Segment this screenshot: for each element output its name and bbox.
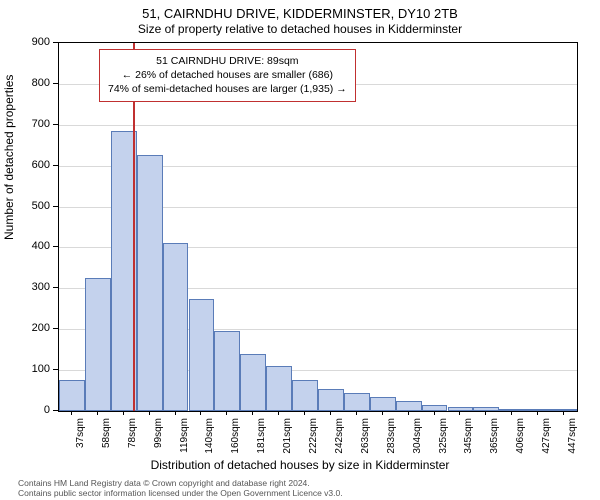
xtick-label: 304sqm	[412, 418, 423, 458]
xtick-label: 263sqm	[360, 418, 371, 458]
bar	[137, 155, 163, 411]
xtick-label: 242sqm	[334, 418, 345, 458]
annotation-line1: 51 CAIRNDHU DRIVE: 89sqm	[108, 54, 347, 68]
bar	[344, 393, 370, 411]
bar	[214, 331, 240, 411]
xtick-label: 345sqm	[463, 418, 474, 458]
xtick-label: 427sqm	[541, 418, 552, 458]
xtick-label: 181sqm	[256, 418, 267, 458]
ytick-label: 400	[0, 240, 50, 252]
ytick-label: 900	[0, 36, 50, 48]
xtick-label: 160sqm	[230, 418, 241, 458]
bar	[163, 243, 189, 411]
chart-title-main: 51, CAIRNDHU DRIVE, KIDDERMINSTER, DY10 …	[0, 6, 600, 21]
ytick-label: 300	[0, 281, 50, 293]
bar	[189, 299, 215, 411]
bar	[448, 407, 474, 411]
ytick-label: 200	[0, 322, 50, 334]
ytick-label: 800	[0, 77, 50, 89]
ytick-label: 500	[0, 200, 50, 212]
xtick-label: 37sqm	[75, 418, 86, 458]
xtick-label: 140sqm	[204, 418, 215, 458]
bar	[59, 380, 85, 411]
bar	[318, 389, 344, 411]
ytick-label: 600	[0, 159, 50, 171]
bar	[266, 366, 292, 411]
xtick-label: 283sqm	[386, 418, 397, 458]
ytick-label: 700	[0, 118, 50, 130]
xtick-label: 447sqm	[567, 418, 578, 458]
ytick-label: 100	[0, 363, 50, 375]
annotation-line2: ← 26% of detached houses are smaller (68…	[108, 68, 347, 82]
x-axis-label: Distribution of detached houses by size …	[0, 458, 600, 472]
gridline	[59, 125, 577, 126]
xtick-label: 78sqm	[127, 418, 138, 458]
chart-container: 51, CAIRNDHU DRIVE, KIDDERMINSTER, DY10 …	[0, 0, 600, 500]
xtick-label: 406sqm	[515, 418, 526, 458]
xtick-label: 99sqm	[153, 418, 164, 458]
bar	[525, 409, 551, 411]
ytick-label: 0	[0, 404, 50, 416]
bar	[370, 397, 396, 411]
xtick-label: 365sqm	[489, 418, 500, 458]
bar	[292, 380, 318, 411]
bar	[473, 407, 499, 411]
xtick-label: 201sqm	[282, 418, 293, 458]
y-axis-label: Number of detached properties	[2, 75, 16, 240]
xtick-label: 222sqm	[308, 418, 319, 458]
annotation-line3: 74% of semi-detached houses are larger (…	[108, 82, 347, 96]
bar	[85, 278, 111, 411]
footer-line2: Contains public sector information licen…	[18, 488, 600, 498]
bar	[422, 405, 448, 411]
bar	[499, 409, 525, 411]
xtick-label: 119sqm	[179, 418, 190, 458]
bar	[240, 354, 266, 411]
bar	[551, 409, 577, 411]
footer: Contains HM Land Registry data © Crown c…	[0, 478, 600, 498]
footer-line1: Contains HM Land Registry data © Crown c…	[18, 478, 600, 488]
xtick-label: 325sqm	[438, 418, 449, 458]
bar	[396, 401, 422, 411]
plot-area: 51 CAIRNDHU DRIVE: 89sqm ← 26% of detach…	[58, 42, 578, 412]
chart-title-sub: Size of property relative to detached ho…	[0, 22, 600, 36]
annotation-box: 51 CAIRNDHU DRIVE: 89sqm ← 26% of detach…	[99, 49, 356, 102]
xtick-label: 58sqm	[101, 418, 112, 458]
